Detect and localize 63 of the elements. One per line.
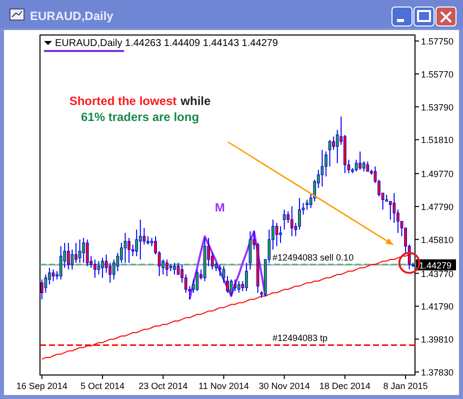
candlestick: [392, 192, 396, 224]
y-tick-label: 1.47790: [421, 202, 454, 212]
candlestick: [173, 262, 176, 275]
candlestick: [245, 262, 248, 292]
y-tick-label: 1.51810: [421, 135, 454, 146]
y-tick-label: 1.37830: [421, 368, 454, 378]
annotation: 61% traders are long: [80, 110, 200, 124]
x-tick-label: 16 Sep 2014: [16, 381, 68, 391]
candlestick: [138, 219, 142, 260]
candlestick: [366, 160, 370, 172]
candlestick: [82, 237, 85, 264]
candlestick: [320, 149, 324, 187]
x-tick-label: 5 Oct 2014: [80, 381, 125, 391]
y-tick-label: 1.43770: [421, 268, 454, 279]
x-tick-label: 30 Nov 2014: [258, 381, 310, 391]
candlestick: [142, 227, 146, 246]
candlestick: [59, 246, 62, 280]
x-tick-label: 18 Dec 2014: [319, 381, 370, 391]
candlestick: [226, 276, 229, 294]
line-series: [188, 230, 266, 300]
x-tick-label: 23 Oct 2014: [138, 381, 188, 391]
candlestick: [165, 259, 168, 277]
y-tick-label: 1.53790: [421, 102, 454, 112]
candlestick: [279, 226, 282, 244]
y-tick-label: 1.41790: [421, 302, 454, 312]
y-tick-label: 1.45810: [421, 234, 454, 245]
candlestick: [93, 259, 96, 278]
y-tick-label: 1.39810: [421, 334, 454, 345]
candlestick: [290, 206, 294, 237]
chart-title: EURAUD,Daily: [30, 9, 114, 23]
candlestick: [234, 278, 237, 292]
candlestick: [135, 229, 138, 257]
candlestick: [362, 160, 366, 172]
candlestick: [324, 150, 328, 177]
candlestick: [48, 267, 51, 285]
candlestick: [70, 249, 74, 270]
candlestick: [74, 242, 78, 264]
annotation: while: [180, 94, 211, 108]
candlestick: [237, 280, 240, 294]
annotation: M: [214, 200, 225, 214]
y-tick-label: 1.57750: [421, 36, 454, 46]
candlestick: [306, 199, 308, 210]
candlestick: [40, 278, 44, 300]
y-tick-label: 1.55770: [421, 69, 454, 80]
candlestick: [86, 239, 89, 267]
candlestick: [66, 242, 70, 270]
chart-subtitle: EURAUD,Daily 1.44263 1.44409 1.44143 1.44279: [55, 38, 278, 49]
ref-line-label: #12494083 sell 0.10: [272, 252, 354, 262]
candlestick: [332, 136, 335, 150]
ref-line-label: 1.44279: [419, 260, 452, 270]
candlestick: [358, 150, 362, 170]
candlestick: [298, 198, 301, 230]
ref-line-label: #12494083 tp: [272, 333, 328, 344]
candlestick: [196, 268, 199, 292]
x-tick-label: 11 Nov 2014: [198, 381, 249, 391]
x-tick-label: 8 Jan 2015: [383, 381, 428, 391]
candlestick: [101, 257, 104, 278]
candlestick: [282, 209, 286, 230]
candlestick: [52, 268, 55, 282]
candlestick: [97, 260, 100, 275]
candlestick: [128, 237, 130, 264]
y-tick-label: 1.49770: [421, 169, 454, 180]
annotation: Shorted the lowest: [69, 94, 177, 108]
